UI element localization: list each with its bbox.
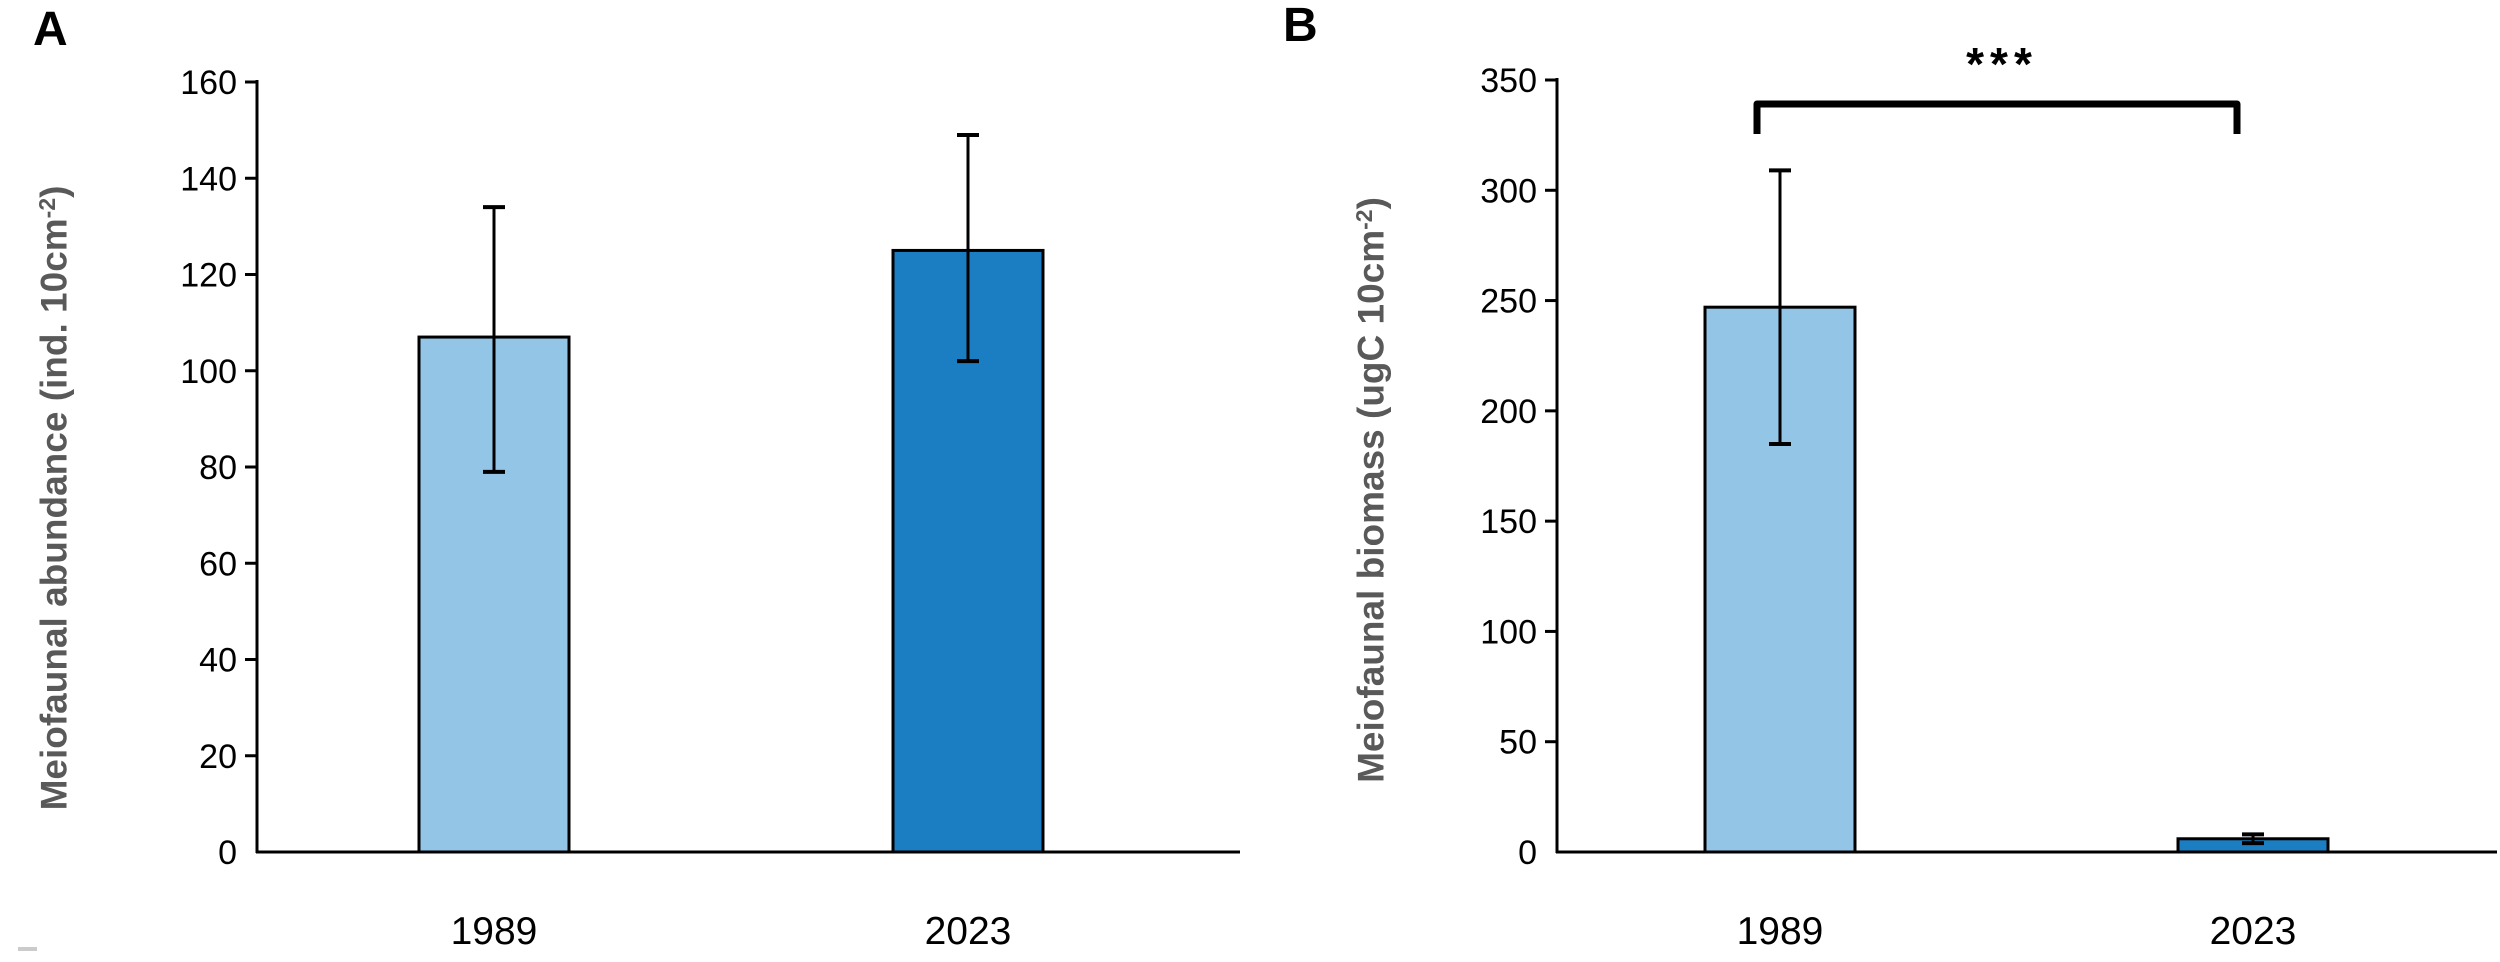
y-axis-title-close: ) — [33, 185, 75, 198]
panel-label-b: B — [1283, 0, 1318, 52]
superscript: -2 — [1351, 209, 1378, 230]
y-tick-label: 40 — [199, 642, 237, 680]
y-tick-label: 300 — [1480, 172, 1537, 210]
y-tick-label: 150 — [1480, 503, 1537, 541]
y-tick-label: 350 — [1480, 62, 1537, 100]
superscript: -2 — [34, 197, 61, 219]
y-tick-label: 100 — [1480, 613, 1537, 651]
y-axis-title-biomass: Meiofaunal biomass (ugC 10cm-2) — [1350, 197, 1392, 783]
y-tick-label: 20 — [199, 738, 237, 776]
y-tick-label: 0 — [1518, 834, 1537, 872]
y-tick-label: 200 — [1480, 393, 1537, 431]
significance-bracket — [1753, 100, 2241, 134]
x-category-label-2023: 2023 — [925, 910, 1012, 953]
y-tick-label: 160 — [180, 64, 237, 102]
panel-b: 0 50 100 150 200 250 300 350 1989 2023 *** — [1480, 38, 2497, 953]
y-tick-label: 140 — [180, 160, 237, 198]
y-tick-label: 80 — [199, 449, 237, 487]
panel-a: 0 20 40 60 80 100 120 140 160 1989 2023 — [180, 64, 1240, 953]
x-category-label-1989: 1989 — [451, 910, 538, 953]
y-tick-label: 100 — [180, 353, 237, 391]
y-axis-title-text: Meiofaunal abundance (ind. 10cm — [33, 218, 75, 811]
x-category-label-2023: 2023 — [2210, 910, 2297, 953]
significance-stars: *** — [1966, 38, 2038, 90]
panel-label-a: A — [33, 3, 68, 56]
stray-artifact — [18, 947, 37, 951]
y-tick-label: 120 — [180, 257, 237, 295]
y-tick-label: 0 — [218, 834, 237, 872]
y-axis-title-abundance: Meiofaunal abundance (ind. 10cm-2) — [33, 185, 75, 811]
y-tick-label: 60 — [199, 545, 237, 583]
x-category-label-1989: 1989 — [1737, 910, 1824, 953]
y-tick-label: 50 — [1499, 724, 1537, 762]
y-tick-label: 250 — [1480, 283, 1537, 321]
y-axis-title-text: Meiofaunal biomass (ugC 10cm — [1350, 229, 1392, 783]
y-axis-title-close: ) — [1350, 197, 1392, 210]
